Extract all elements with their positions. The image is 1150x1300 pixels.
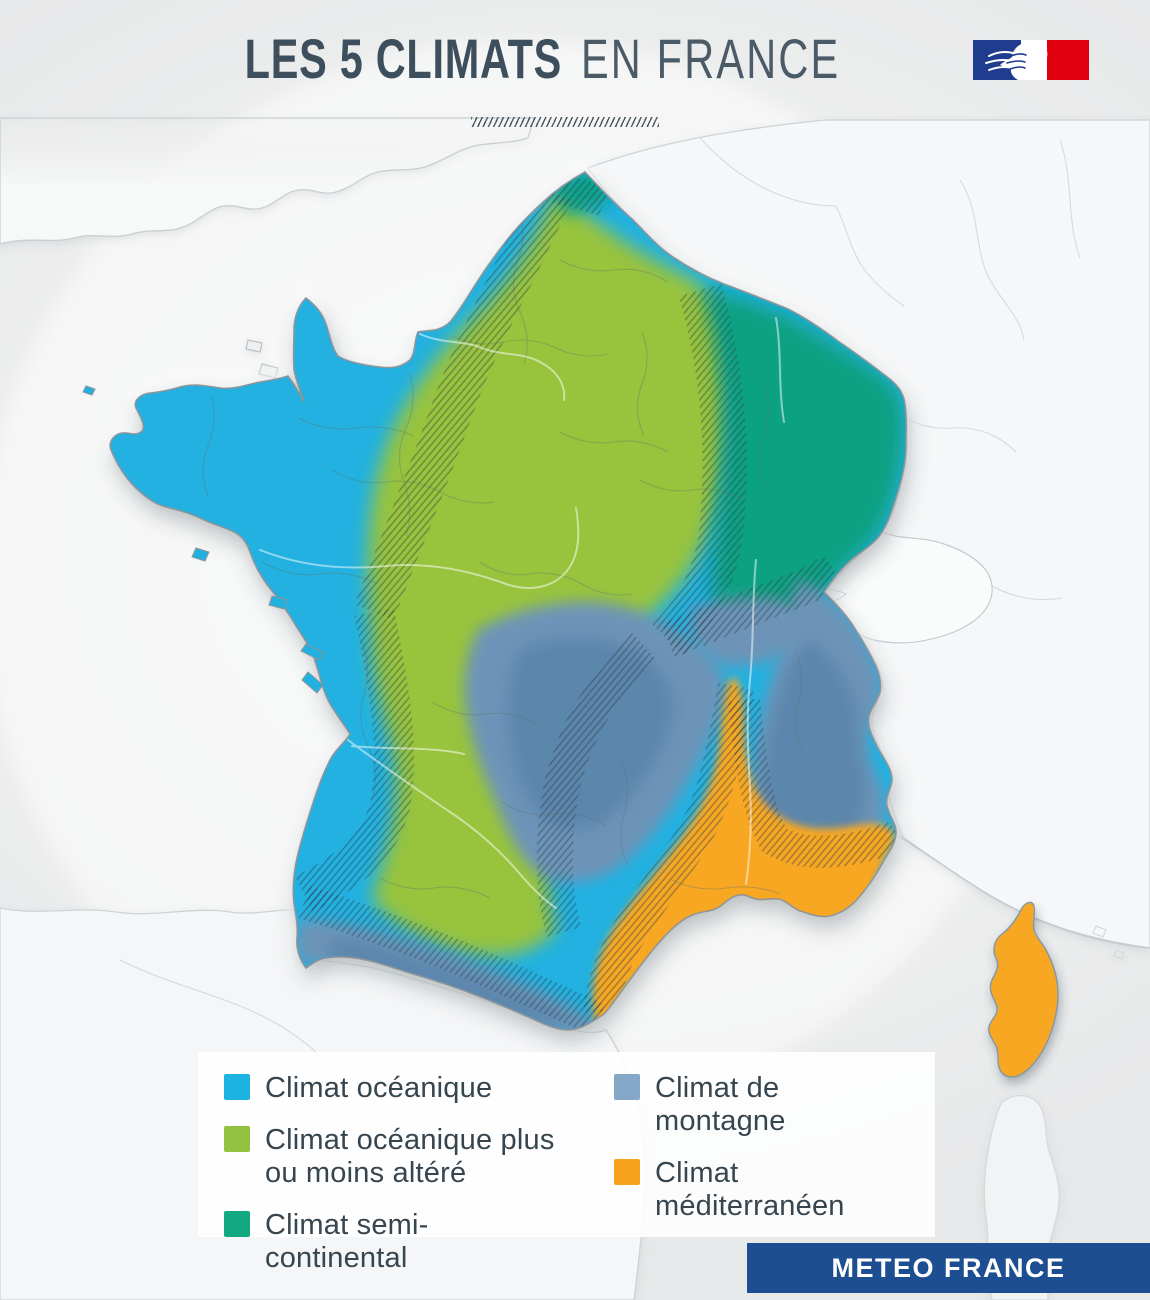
legend-item-oceanique: Climat océanique <box>224 1072 570 1105</box>
atlantic-islands <box>82 385 325 694</box>
small-islets <box>1092 925 1125 960</box>
legend-label: Climat méditerranéen <box>655 1157 845 1222</box>
climate-transition-hatching <box>294 173 907 1030</box>
legend-item-mediterraneen: Climat méditerranéen <box>614 1157 914 1223</box>
legend-item-oceanique-altere: Climat océanique plus ou moins altéré <box>224 1124 570 1190</box>
country-borders <box>119 137 1081 1101</box>
republique-francaise-logo <box>973 40 1089 80</box>
corsica <box>987 901 1059 1078</box>
legend-swatch-mediterraneen <box>614 1159 640 1185</box>
legend-label: Climat océanique plus ou moins altéré <box>265 1124 555 1189</box>
department-borders <box>202 207 805 899</box>
zone-semi-continental <box>704 288 904 645</box>
hatched-divider <box>471 117 659 127</box>
flag-red-band <box>1047 40 1089 80</box>
legend-label: Climat océanique <box>265 1072 493 1104</box>
legend-label: Climat de montagne <box>655 1072 786 1137</box>
legend-panel: Climat océanique Climat océanique plus o… <box>198 1052 935 1274</box>
rivers <box>259 317 785 909</box>
legend-swatch-oceanique-altere <box>224 1126 250 1152</box>
marianne-icon <box>985 41 1048 80</box>
legend-swatch-oceanique <box>224 1074 250 1100</box>
legend-item-semi-continental: Climat semi-continental <box>224 1209 570 1275</box>
meteo-france-banner: METEO FRANCE <box>747 1243 1150 1293</box>
england-landmass <box>0 117 535 245</box>
legend-item-montagne: Climat de montagne <box>614 1072 914 1138</box>
legend-swatch-montagne <box>614 1074 640 1100</box>
legend-label: Climat semi-continental <box>265 1209 429 1274</box>
france-mainland <box>109 171 907 1031</box>
legend-swatch-semi-continental <box>224 1211 250 1237</box>
